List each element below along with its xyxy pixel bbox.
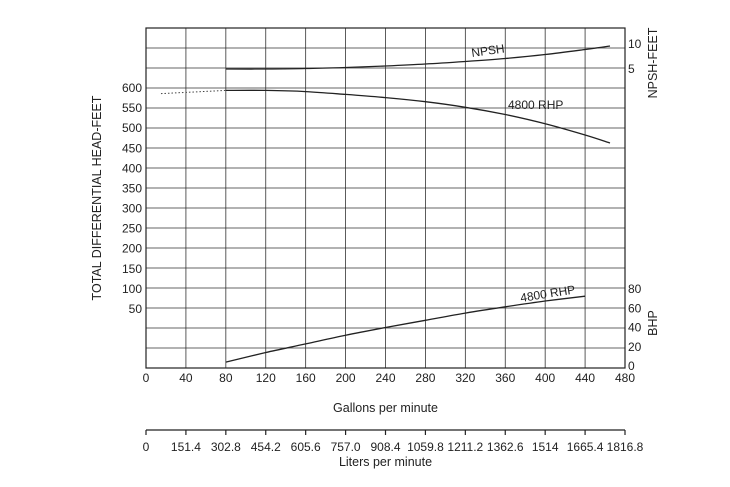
liters-tick-label: 1211.2 (447, 440, 483, 454)
x-tick-label: 280 (415, 371, 435, 385)
x-tick-label: 200 (336, 371, 356, 385)
curve-label: 4800 RHP (519, 282, 576, 304)
curve-labels: NPSH 4800 RHP 4800 RHP (470, 41, 576, 304)
head-tick-label: 100 (122, 282, 142, 296)
bhp-tick-label: 40 (628, 321, 642, 335)
head-tick-label: 300 (122, 202, 142, 216)
bhp-curve-4800-rhp (225, 295, 586, 363)
head-tick-label: 350 (122, 181, 142, 195)
liters-tick-label: 908.4 (370, 440, 400, 454)
npsh-curve (225, 45, 611, 70)
head-tick-label: 250 (122, 222, 142, 236)
bhp-tick-label: 20 (628, 340, 642, 354)
liters-tick-label: 302.8 (211, 440, 241, 454)
bhp-tick-label: 0 (628, 359, 635, 373)
bhp-axis-ticks: 0 20 40 60 80 (628, 282, 642, 373)
curves (160, 45, 611, 363)
head-axis-ticks: 50 100 150 200 250 300 350 400 450 500 550 600 (122, 81, 142, 316)
liters-axis: 0 151.4 302.8 454.2 605.6 757.0 908.4 1059.8 121… (143, 429, 644, 454)
x-tick-label: 320 (455, 371, 475, 385)
liters-tick-label: 1059.8 (407, 440, 444, 454)
head-tick-label: 200 (122, 242, 142, 256)
npsh-tick-label: 10 (628, 37, 642, 51)
liters-tick-label: 605.6 (291, 440, 321, 454)
x-tick-label: 440 (575, 371, 595, 385)
x-secondary-axis-title: Liters per minute (339, 455, 432, 469)
grid (146, 28, 625, 368)
head-tick-label: 50 (129, 302, 143, 316)
x-tick-label: 240 (375, 371, 395, 385)
x-tick-label: 400 (535, 371, 555, 385)
curve-label: 4800 RHP (508, 98, 563, 112)
liters-tick-label: 1665.4 (567, 440, 604, 454)
x-tick-label: 0 (143, 371, 150, 385)
liters-tick-label: 454.2 (251, 440, 281, 454)
bhp-axis-title: BHP (646, 310, 660, 336)
head-curve-dotted-extension (160, 89, 226, 95)
liters-tick-label: 0 (143, 440, 150, 454)
head-tick-label: 500 (122, 121, 142, 135)
npsh-axis-title: NPSH-FEET (646, 27, 660, 98)
head-tick-label: 550 (122, 101, 142, 115)
head-tick-label: 150 (122, 262, 142, 276)
x-tick-label: 360 (495, 371, 515, 385)
x-axis-ticks: 0 40 80 120 160 200 240 280 320 360 400 440 480 (143, 371, 636, 385)
bhp-tick-label: 80 (628, 282, 642, 296)
liters-tick-label: 1514 (532, 440, 559, 454)
x-tick-label: 40 (179, 371, 193, 385)
liters-tick-label: 1362.6 (487, 440, 524, 454)
x-tick-label: 480 (615, 371, 635, 385)
head-curve-4800-rhp (225, 89, 611, 144)
curve-label: NPSH (470, 41, 505, 60)
x-tick-label: 120 (256, 371, 276, 385)
x-tick-label: 80 (219, 371, 233, 385)
x-tick-label: 160 (296, 371, 316, 385)
head-tick-label: 450 (122, 141, 142, 155)
head-tick-label: 600 (122, 81, 142, 95)
x-axis-title: Gallons per minute (333, 401, 438, 415)
bhp-tick-label: 60 (628, 301, 642, 315)
npsh-tick-label: 5 (628, 62, 635, 76)
plot-frame (145, 27, 626, 369)
liters-tick-label: 757.0 (331, 440, 361, 454)
liters-tick-label: 151.4 (171, 440, 201, 454)
npsh-axis-ticks: 5 10 (628, 37, 642, 76)
head-axis-title: TOTAL DIFFERENTIAL HEAD-FEET (90, 95, 104, 300)
liters-tick-label: 1816.8 (607, 440, 644, 454)
head-tick-label: 400 (122, 161, 142, 175)
